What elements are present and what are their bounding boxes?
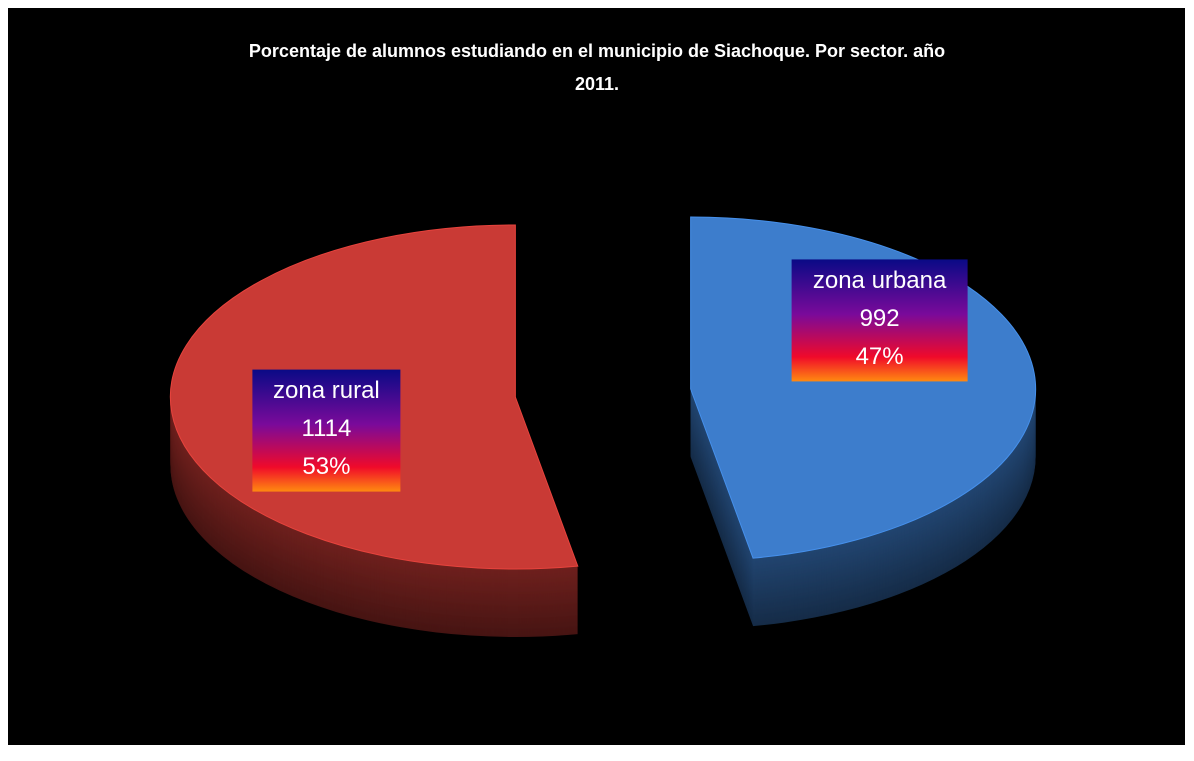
percentage-label: 53% bbox=[302, 453, 350, 480]
slice-label: zona rural bbox=[273, 377, 380, 404]
label-box bbox=[252, 369, 401, 492]
label-box bbox=[791, 259, 968, 382]
value-label: 992 bbox=[860, 305, 900, 332]
chart-title: Porcentaje de alumnos estudiando en el m… bbox=[249, 41, 945, 94]
slice-label: zona urbana bbox=[813, 267, 947, 294]
value-label: 1114 bbox=[301, 415, 351, 442]
percentage-label: 47% bbox=[856, 343, 904, 370]
